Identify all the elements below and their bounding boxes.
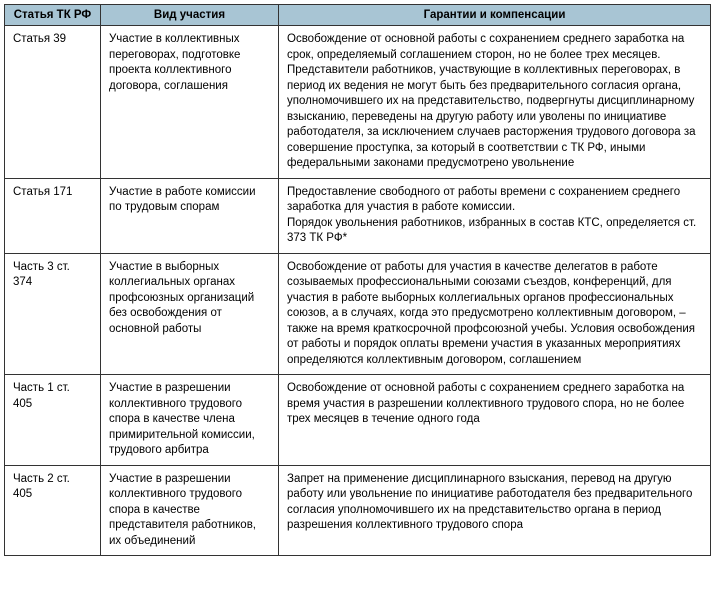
cell-article: Статья 171 [5, 178, 101, 253]
cell-guarantee: Освобождение от основной работы с сохран… [279, 375, 711, 466]
cell-article: Часть 1 ст. 405 [5, 375, 101, 466]
cell-article: Часть 2 ст. 405 [5, 465, 101, 556]
cell-guarantee: Освобождение от работы для участия в кач… [279, 253, 711, 375]
cell-article: Статья 39 [5, 26, 101, 179]
cell-article: Часть 3 ст. 374 [5, 253, 101, 375]
cell-guarantee: Запрет на применение дисциплинарного взы… [279, 465, 711, 556]
table-row: Статья 39Участие в коллективных перегово… [5, 26, 711, 179]
table-row: Часть 2 ст. 405Участие в разрешении колл… [5, 465, 711, 556]
labor-code-table: Статья ТК РФ Вид участия Гарантии и комп… [4, 4, 711, 556]
cell-guarantee: Освобождение от основной работы с сохран… [279, 26, 711, 179]
col-header-article: Статья ТК РФ [5, 5, 101, 26]
cell-type: Участие в выборных коллегиальных органах… [101, 253, 279, 375]
cell-type: Участие в коллективных переговорах, подг… [101, 26, 279, 179]
cell-guarantee: Предоставление свободного от работы врем… [279, 178, 711, 253]
table-row: Статья 171Участие в работе комиссии по т… [5, 178, 711, 253]
table-row: Часть 3 ст. 374Участие в выборных коллег… [5, 253, 711, 375]
table-body: Статья 39Участие в коллективных перегово… [5, 26, 711, 556]
col-header-type: Вид участия [101, 5, 279, 26]
table-header-row: Статья ТК РФ Вид участия Гарантии и комп… [5, 5, 711, 26]
table-row: Часть 1 ст. 405Участие в разрешении колл… [5, 375, 711, 466]
cell-type: Участие в разрешении коллективного трудо… [101, 375, 279, 466]
cell-type: Участие в работе комиссии по трудовым сп… [101, 178, 279, 253]
cell-type: Участие в разрешении коллективного трудо… [101, 465, 279, 556]
col-header-guarantee: Гарантии и компенсации [279, 5, 711, 26]
